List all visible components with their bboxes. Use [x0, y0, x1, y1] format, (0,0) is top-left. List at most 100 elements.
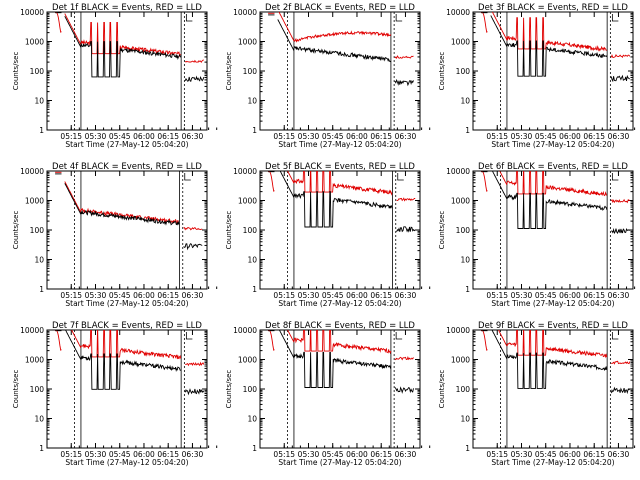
- panel-title: Det 8f BLACK = Events, RED = LLD: [265, 321, 415, 331]
- x-tick-label: 06:00: [346, 132, 368, 141]
- lld-series-line: [394, 356, 414, 361]
- y-tick-label: 100: [243, 385, 258, 394]
- series-group: [55, 171, 203, 251]
- y-tick-label: 1: [39, 444, 44, 453]
- events-series-line: [184, 388, 205, 396]
- lld-series-line: [54, 12, 62, 33]
- x-tick-label: 06:00: [133, 450, 155, 459]
- interval-marker: [184, 173, 191, 181]
- y-tick-label: 1000: [25, 38, 44, 47]
- y-tick-label: 10: [34, 256, 44, 265]
- y-tick-label: 1000: [238, 356, 257, 365]
- x-tick-label: 05:15: [486, 450, 508, 459]
- x-tick-label: 06:00: [133, 291, 155, 300]
- interval-marker: [185, 332, 193, 340]
- x-tick-label: 05:30: [511, 132, 533, 141]
- x-tick-label: 05:15: [486, 291, 508, 300]
- series-group: [54, 330, 205, 396]
- panel-title: Det 1f BLACK = Events, RED = LLD: [52, 3, 202, 13]
- y-tick-label: 100: [456, 385, 471, 394]
- interval-marker: [611, 173, 619, 181]
- events-series-line: [279, 171, 393, 228]
- x-tick-label: 05:30: [511, 291, 533, 300]
- x-tick-label: 06:00: [559, 291, 581, 300]
- y-tick-label: 100: [30, 67, 45, 76]
- x-tick-label: 05:30: [85, 291, 107, 300]
- detector-panel: Det 5f BLACK = Events, RED = LLD 1 10 100 10…: [225, 162, 431, 308]
- detector-panel: Det 3f BLACK = Events, RED = LLD 1 10 100 10…: [438, 3, 636, 149]
- x-tick-label: 06:15: [370, 450, 392, 459]
- x-tick-label: 05:45: [109, 132, 131, 141]
- series-group: [480, 330, 631, 395]
- x-tick-label: 06:30: [608, 132, 630, 141]
- series-group: [480, 171, 631, 235]
- y-tick-label: 10000: [20, 326, 44, 335]
- x-tick-label: 06:00: [346, 450, 368, 459]
- y-axis-label: Counts/sec: [12, 52, 20, 91]
- lld-series-line: [64, 13, 181, 58]
- interval-marker: [611, 332, 619, 340]
- x-tick-label: 06:15: [157, 291, 179, 300]
- x-tick-label: 06:15: [157, 450, 179, 459]
- panel-title: Det 6f BLACK = Events, RED = LLD: [478, 162, 628, 172]
- x-axis-label: Start Time (27-May-12 05:04:20): [65, 458, 188, 467]
- y-tick-label: 100: [243, 67, 258, 76]
- y-tick-label: 10: [34, 97, 44, 106]
- y-tick-label: 10: [460, 256, 470, 265]
- x-tick-label: 05:45: [535, 450, 557, 459]
- y-axis-label: Counts/sec: [438, 211, 446, 250]
- y-tick-label: 1000: [25, 197, 44, 206]
- lld-series-line: [267, 171, 275, 192]
- events-series-line: [64, 16, 182, 78]
- y-tick-label: 1: [252, 444, 257, 453]
- interval-marker: [185, 14, 193, 22]
- events-series-line: [611, 227, 630, 235]
- lld-series-line: [480, 12, 488, 33]
- y-tick-label: 1: [465, 126, 470, 135]
- y-axis-label: Counts/sec: [12, 211, 20, 250]
- y-tick-label: 1000: [451, 356, 470, 365]
- x-tick-label: 05:15: [273, 132, 295, 141]
- lld-series-line: [185, 361, 205, 367]
- x-axis-label: Start Time (27-May-12 05:04:20): [491, 299, 614, 308]
- x-tick-label: 06:30: [395, 132, 417, 141]
- x-tick-label: 05:15: [486, 132, 508, 141]
- x-tick-label: 05:45: [322, 450, 344, 459]
- y-axis-label: Counts/sec: [225, 370, 233, 409]
- y-tick-label: 10000: [20, 8, 44, 17]
- y-tick-label: 10: [460, 415, 470, 424]
- x-tick-label: 05:15: [273, 450, 295, 459]
- events-series-line: [183, 243, 203, 251]
- x-tick-label: 06:30: [395, 291, 417, 300]
- lld-series-line: [394, 55, 414, 59]
- plot-frame: [472, 11, 634, 131]
- x-tick-label: 06:15: [583, 291, 605, 300]
- y-tick-label: 1000: [238, 38, 257, 47]
- y-tick-label: 10000: [233, 167, 257, 176]
- y-tick-label: 10000: [446, 167, 470, 176]
- x-axis-label: Start Time (27-May-12 05:04:20): [491, 458, 614, 467]
- y-tick-label: 1000: [451, 38, 470, 47]
- y-axis-label: Counts/sec: [438, 52, 446, 91]
- x-tick-label: 06:00: [346, 291, 368, 300]
- x-axis-label: Start Time (27-May-12 05:04:20): [65, 140, 188, 149]
- lld-series-line: [499, 171, 608, 197]
- plot-frame: [472, 170, 634, 290]
- x-tick-label: 05:45: [109, 450, 131, 459]
- x-tick-label: 05:15: [60, 291, 82, 300]
- x-axis-label: Start Time (27-May-12 05:04:20): [65, 299, 188, 308]
- y-tick-label: 1: [252, 126, 257, 135]
- x-tick-label: 05:45: [535, 132, 557, 141]
- y-tick-label: 10000: [446, 8, 470, 17]
- interval-marker: [397, 173, 404, 181]
- panel-title: Det 3f BLACK = Events, RED = LLD: [478, 3, 628, 13]
- lld-series-line: [184, 59, 204, 64]
- x-tick-label: 06:30: [182, 132, 204, 141]
- lld-series-line: [267, 330, 275, 351]
- events-series-line: [491, 330, 608, 389]
- y-axis-label: Counts/sec: [225, 52, 233, 91]
- x-axis-label: Start Time (27-May-12 05:04:20): [278, 458, 401, 467]
- y-tick-label: 1: [39, 126, 44, 135]
- y-tick-label: 1000: [238, 197, 257, 206]
